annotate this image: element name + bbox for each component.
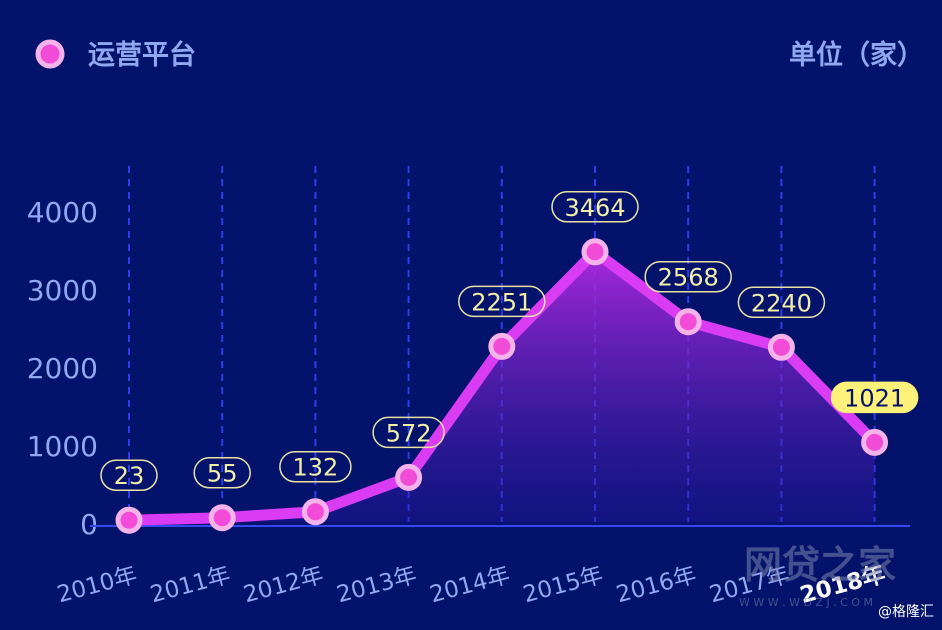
- y-tick-label: 0: [80, 508, 98, 541]
- x-tick-label: 2011年: [148, 562, 233, 608]
- data-label-text: 55: [207, 460, 238, 488]
- data-point: [861, 428, 889, 456]
- data-point: [488, 332, 516, 360]
- data-label: 2240: [737, 286, 826, 319]
- watermark-logo: 网贷之家: [744, 543, 896, 587]
- data-label: 2568: [644, 260, 732, 293]
- data-label-badge: [100, 459, 158, 491]
- data-point: [674, 308, 702, 336]
- data-label-badge: [551, 191, 639, 223]
- y-axis-ticks: 0 1000 2000 3000 4000: [27, 196, 98, 541]
- data-label-badge: [372, 416, 445, 449]
- y-tick-label: 4000: [27, 196, 98, 229]
- data-label-text: 2568: [658, 264, 719, 292]
- x-tick-label: 2012年: [241, 562, 326, 608]
- chart-header: 运营平台 单位（家）: [35, 39, 924, 71]
- legend-label: 运营平台: [88, 39, 196, 71]
- area-fill-layer: [129, 251, 875, 523]
- data-label-text: 1021: [844, 384, 905, 412]
- data-label-badge: [644, 260, 732, 293]
- data-points: [115, 238, 889, 534]
- data-label-badge: [737, 286, 826, 319]
- y-tick-label: 1000: [27, 430, 98, 463]
- area-fill: [129, 251, 875, 523]
- x-tick-label: 2014年: [427, 562, 512, 608]
- unit-label: 单位（家）: [789, 39, 924, 71]
- data-label: 3464: [551, 191, 639, 223]
- watermark-url: W W W . W D Z J . C O M: [739, 596, 873, 609]
- y-tick-label: 3000: [27, 274, 98, 307]
- watermark-credit: @格隆汇: [878, 604, 934, 620]
- data-label-text: 132: [292, 454, 338, 482]
- data-label: 23: [100, 459, 158, 491]
- x-tick-label: 2013年: [334, 562, 419, 608]
- watermark: 网贷之家 W W W . W D Z J . C O M @格隆汇: [739, 543, 934, 620]
- x-tick-label: 2015年: [520, 562, 605, 608]
- data-label-badge: [830, 381, 919, 414]
- data-point: [581, 238, 609, 266]
- data-label-text: 23: [114, 462, 145, 490]
- legend-marker-icon: [35, 39, 65, 69]
- data-label: 2251: [458, 285, 546, 318]
- data-point: [395, 463, 423, 491]
- data-label-text: 2240: [751, 289, 812, 317]
- data-point: [767, 333, 795, 361]
- data-label-badge: [279, 450, 352, 483]
- x-tick-label: 2010年: [54, 562, 139, 608]
- x-tick-label: 2016年: [614, 562, 699, 608]
- data-label-badge: [193, 456, 251, 489]
- data-point: [208, 504, 236, 532]
- data-label-text: 572: [386, 419, 432, 447]
- data-label: 1021: [830, 381, 919, 414]
- data-point: [115, 506, 143, 534]
- data-label-badge: [458, 285, 546, 318]
- data-labels: 23 55 132 572 2251 3464 2568 2240 1021: [100, 191, 919, 491]
- data-point: [301, 498, 329, 526]
- data-label: 55: [193, 456, 251, 489]
- data-label: 132: [279, 450, 352, 483]
- data-label-text: 3464: [564, 194, 625, 222]
- y-tick-label: 2000: [27, 352, 98, 385]
- data-label: 572: [372, 416, 445, 449]
- data-label-text: 2251: [471, 288, 532, 316]
